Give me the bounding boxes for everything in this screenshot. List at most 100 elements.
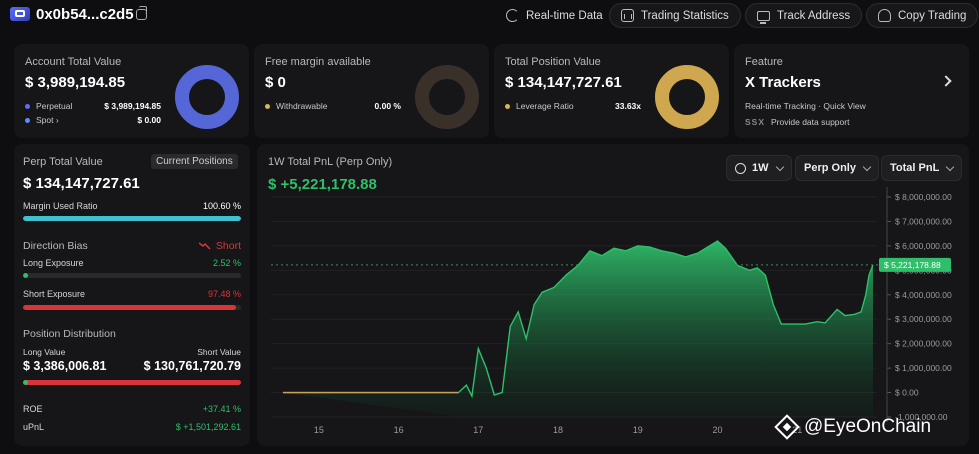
- perpetual-value: $ 3,989,194.85: [104, 101, 161, 111]
- long-value-label: Long Value: [23, 347, 66, 357]
- short-exposure-value: 97.48 %: [207, 289, 241, 299]
- monitor-icon: [757, 10, 770, 24]
- x-tick-label: 21: [792, 425, 802, 435]
- x-tick-label: 16: [394, 425, 404, 435]
- short-value-label: Short Value: [197, 347, 241, 357]
- realtime-data-button[interactable]: Real-time Data: [495, 3, 614, 28]
- long-value-amount: $ 3,386,006.81: [23, 359, 107, 373]
- x-tick-label: 19: [633, 425, 643, 435]
- metric-select[interactable]: Total PnL: [881, 155, 963, 181]
- legend-dot: [505, 104, 510, 110]
- x-tick-label: 17: [473, 425, 483, 435]
- timeframe-label: 1W: [752, 162, 769, 174]
- current-positions-tag[interactable]: Current Positions: [151, 154, 238, 169]
- trading-statistics-label: Trading Statistics: [641, 9, 729, 22]
- withdrawable-row: Withdrawable 0.00 %: [265, 101, 401, 111]
- app-logo[interactable]: [10, 7, 30, 21]
- eyeonchain-watermark: @EyeOnChain: [774, 414, 931, 440]
- withdrawable-value: 0.00 %: [374, 101, 401, 111]
- feature-subtitle: Real-time Tracking · Quick View: [745, 101, 866, 111]
- perp-total-title: Perp Total Value: [23, 156, 103, 168]
- leverage-row: Leverage Ratio 33.63x: [505, 101, 641, 111]
- track-address-label: Track Address: [777, 9, 851, 22]
- leverage-value: 33.63x: [615, 101, 641, 111]
- chart-series: [282, 240, 874, 417]
- y-tick-label: $ 6,000,000.00: [895, 241, 952, 251]
- pnl-line: [283, 240, 874, 399]
- copy-icon[interactable]: [136, 6, 147, 20]
- x-tick-label: 15: [314, 425, 324, 435]
- perp-summary-panel: Perp Total Value Current Positions $ 134…: [14, 144, 250, 446]
- spot-value: $ 0.00: [137, 115, 161, 125]
- chevron-down-icon: [775, 162, 784, 171]
- x-tick-label: 20: [713, 425, 723, 435]
- copy-trading-label: Copy Trading: [898, 9, 967, 22]
- stats-icon: [621, 9, 634, 22]
- y-tick-label: $ 8,000,000.00: [895, 192, 952, 202]
- account-value-card: Account Total Value $ 3,989,194.85 Perpe…: [14, 44, 249, 138]
- y-tick-label: $ 2,000,000.00: [895, 339, 952, 349]
- long-exposure-fill: [23, 273, 29, 278]
- scope-select[interactable]: Perp Only: [795, 155, 879, 181]
- card-title: Free margin available: [265, 56, 371, 68]
- position-donut-chart: [655, 65, 719, 129]
- clock-icon: [735, 162, 746, 174]
- long-exposure-value: 2.52 %: [212, 258, 241, 268]
- direction-bias-text: Short: [215, 240, 241, 252]
- data-support-line: SSX Provide data support: [745, 117, 849, 127]
- binance-icon: [774, 414, 800, 440]
- card-title: Account Total Value: [25, 56, 122, 68]
- card-title: Total Position Value: [505, 56, 601, 68]
- current-value-badge: [879, 257, 951, 272]
- short-exposure-fill: [23, 305, 236, 310]
- wallet-address: 0x0b54...c2d5: [36, 6, 134, 23]
- track-address-button[interactable]: Track Address: [745, 3, 863, 28]
- chevron-down-icon: [862, 162, 872, 171]
- current-value-marker: $ 5,221,178.88: [271, 257, 951, 272]
- margin-used-fill: [23, 216, 241, 221]
- upnl-label: uPnL: [23, 422, 45, 432]
- direction-bias-value: Short: [198, 240, 241, 252]
- short-exposure-label: Short Exposure: [23, 289, 86, 299]
- perp-total-value: $ 134,147,727.61: [23, 175, 140, 192]
- scope-label: Perp Only: [804, 162, 856, 174]
- feature-name: X Trackers: [745, 74, 821, 91]
- roe-value: +37.41 %: [202, 404, 241, 414]
- roe-label: ROE: [23, 404, 43, 414]
- margin-used-bar: [23, 216, 241, 221]
- free-margin-value: $ 0: [265, 74, 286, 91]
- short-value-amount: $ 130,761,720.79: [143, 359, 241, 373]
- pnl-area-chart[interactable]: -1,000,000.00 $ 0.00 $ 1,000,000.00 $ 2,000…: [257, 185, 969, 446]
- margin-used-label: Margin Used Ratio: [23, 201, 98, 211]
- current-value-label: $ 5,221,178.88: [884, 260, 941, 270]
- card-title: Feature: [745, 56, 783, 68]
- perpetual-row: Perpetual $ 3,989,194.85: [25, 101, 161, 111]
- y-tick-label: $ 7,000,000.00: [895, 216, 952, 226]
- spot-row[interactable]: Spot › $ 0.00: [25, 115, 161, 125]
- trading-statistics-button[interactable]: Trading Statistics: [609, 3, 741, 28]
- spot-label: Spot: [36, 115, 54, 125]
- y-tick-label: $ 1,000,000.00: [895, 363, 952, 373]
- leverage-label: Leverage Ratio: [516, 101, 574, 111]
- refresh-icon: [506, 9, 519, 22]
- ssx-logo: SSX: [745, 117, 766, 127]
- distribution-bar: [23, 380, 241, 385]
- feature-card[interactable]: Feature X Trackers Real-time Tracking · …: [734, 44, 969, 138]
- position-distribution-title: Position Distribution: [23, 328, 116, 340]
- margin-donut-chart: [415, 65, 479, 129]
- upnl-value: $ +1,501,292.61: [175, 422, 241, 432]
- margin-used-value: 100.60 %: [202, 201, 241, 211]
- chart-pnl-value: $ +5,221,178.88: [268, 176, 377, 193]
- chevron-right-icon[interactable]: [940, 75, 952, 87]
- timeframe-select[interactable]: 1W: [726, 155, 792, 181]
- y-tick-label: $ 3,000,000.00: [895, 314, 952, 324]
- chart-title: 1W Total PnL (Perp Only): [268, 156, 393, 168]
- realtime-data-label: Real-time Data: [526, 9, 603, 22]
- trend-down-icon: [198, 242, 211, 250]
- pnl-area-fill: [282, 241, 874, 417]
- direction-bias-label: Direction Bias: [23, 240, 88, 252]
- copy-trading-button[interactable]: Copy Trading: [866, 3, 979, 28]
- copy-trading-icon: [878, 9, 891, 22]
- metric-label: Total PnL: [890, 162, 940, 174]
- legend-dot: [25, 118, 30, 124]
